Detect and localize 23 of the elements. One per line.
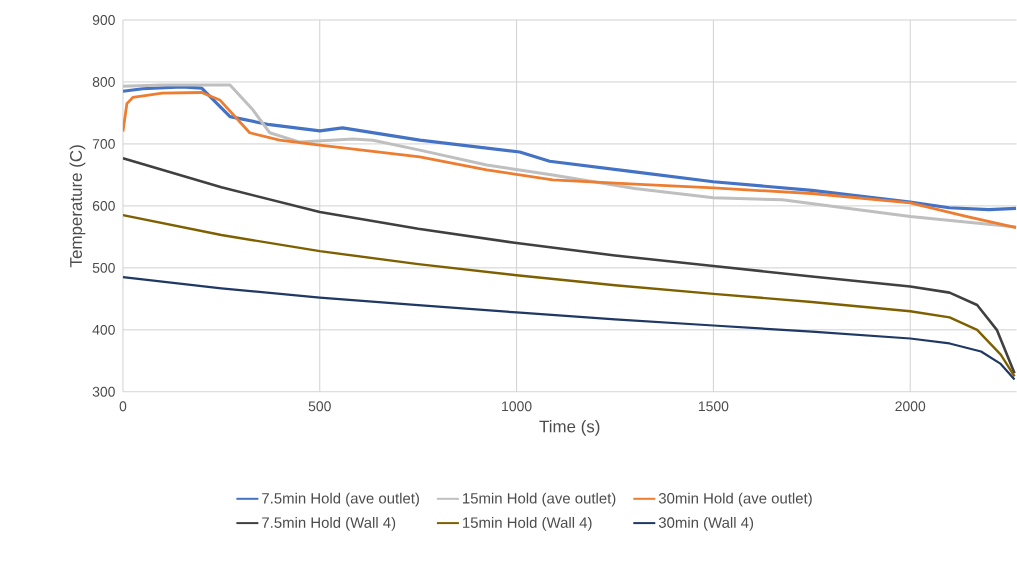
- x-tick-label: 1500: [698, 401, 729, 412]
- legend-label: 15min Hold (ave outlet): [463, 492, 616, 507]
- x-axis-title: Time (s): [539, 420, 600, 436]
- line-series: [122, 276, 1016, 381]
- y-tick-label: 800: [92, 77, 115, 88]
- legend-label: 7.5min Hold (Wall 4): [262, 517, 396, 531]
- x-tick-label: 500: [308, 401, 331, 412]
- y-tick-label: 600: [92, 201, 115, 211]
- y-axis-title: Temperature (C): [69, 145, 86, 268]
- line-series: [122, 157, 1016, 375]
- legend-label: 30min Hold (ave outlet): [658, 492, 812, 507]
- y-tick-label: 700: [92, 139, 115, 149]
- y-tick-label: 300: [92, 386, 115, 397]
- x-tick-label: 2000: [895, 401, 926, 412]
- y-tick-label: 400: [92, 325, 115, 335]
- y-tick-label: 500: [92, 263, 115, 273]
- x-tick-label: 0: [119, 401, 127, 412]
- legend-label: 7.5min Hold (ave outlet): [262, 492, 419, 507]
- x-tick-label: 1000: [502, 401, 532, 412]
- y-tick-label: 900: [92, 15, 115, 26]
- legend-label: 30min (Wall 4): [658, 517, 754, 531]
- legend-label: 15min Hold (Wall 4): [463, 517, 592, 531]
- line-series: [122, 214, 1016, 378]
